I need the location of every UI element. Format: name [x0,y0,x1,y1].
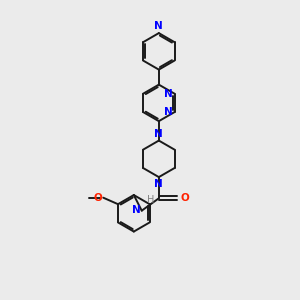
Text: N: N [132,205,141,215]
Text: N: N [154,21,163,31]
Text: N: N [164,107,172,117]
Text: O: O [93,193,102,203]
Text: N: N [164,89,172,99]
Text: N: N [154,179,163,189]
Text: N: N [154,128,163,139]
Text: O: O [181,193,189,203]
Text: H: H [147,195,154,206]
